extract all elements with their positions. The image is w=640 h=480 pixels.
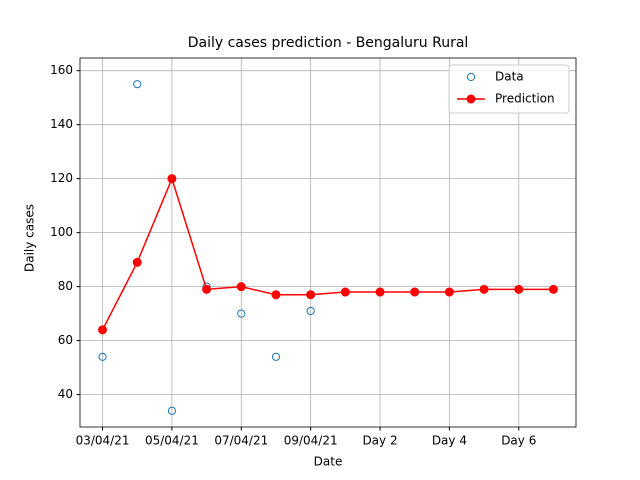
data-point <box>306 306 315 316</box>
prediction-point <box>548 284 558 294</box>
prediction-point <box>340 287 350 297</box>
prediction-point <box>410 287 420 297</box>
data-point <box>133 80 142 89</box>
data-point <box>271 352 281 361</box>
x-tick-label: Day 2 <box>362 434 397 448</box>
prediction-point <box>306 290 316 300</box>
prediction-point <box>271 290 281 300</box>
prediction-point <box>514 284 524 294</box>
y-tick-label: 120 <box>50 171 73 185</box>
y-tick-label: 60 <box>58 333 73 347</box>
x-tick-label: 03/04/21 <box>76 434 130 448</box>
y-axis-label: Daily cases <box>23 204 37 272</box>
legend-label: Prediction <box>495 92 555 106</box>
plot-frame <box>79 57 577 428</box>
y-tick-label: 100 <box>50 225 73 239</box>
legend-marker <box>466 72 476 82</box>
prediction-point <box>375 287 385 297</box>
x-axis-label: Date <box>314 455 343 469</box>
prediction-point <box>167 174 177 184</box>
x-tick-label: Day 4 <box>432 434 467 448</box>
legend-label: Data <box>495 70 524 84</box>
prediction-point <box>444 287 454 297</box>
prediction-point <box>236 282 246 292</box>
x-tick-label: Day 6 <box>501 434 536 448</box>
prediction-point <box>202 284 212 294</box>
data-point <box>98 352 107 361</box>
data-point <box>167 406 177 415</box>
prediction-point <box>479 284 489 294</box>
x-tick-label: 05/04/21 <box>145 434 199 448</box>
legend-box <box>448 64 570 114</box>
y-tick-label: 160 <box>50 63 73 77</box>
x-tick-label: 07/04/21 <box>214 434 268 448</box>
y-tick-label: 140 <box>50 117 73 131</box>
prediction-point <box>132 257 142 267</box>
prediction-line <box>101 176 554 331</box>
y-tick-label: 40 <box>58 387 73 401</box>
x-tick-label: 09/04/21 <box>284 434 338 448</box>
chart-title: Daily cases prediction - Bengaluru Rural <box>188 35 469 51</box>
legend-marker <box>466 94 476 104</box>
y-tick-label: 80 <box>58 279 73 293</box>
data-point <box>237 309 246 318</box>
prediction-point <box>98 325 108 335</box>
